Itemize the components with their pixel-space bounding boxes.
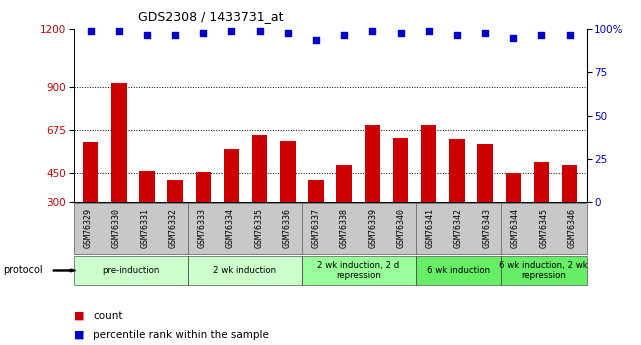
Text: GSM76332: GSM76332 (169, 208, 178, 248)
Bar (280, 141, 296, 202)
Text: ■: ■ (74, 330, 84, 339)
Text: GSM76334: GSM76334 (226, 208, 235, 248)
Text: GSM76336: GSM76336 (283, 208, 292, 248)
Text: GSM76339: GSM76339 (369, 208, 378, 248)
Bar (139, 171, 154, 202)
Bar (534, 161, 549, 202)
Point (339, 32, 349, 37)
Point (142, 32, 152, 37)
Point (367, 28, 378, 34)
Point (395, 30, 406, 36)
Bar (449, 139, 465, 202)
Text: GSM76344: GSM76344 (511, 208, 520, 248)
Point (283, 30, 293, 36)
Point (226, 28, 237, 34)
Bar (196, 172, 211, 202)
Point (424, 28, 434, 34)
Bar (421, 125, 437, 202)
Point (198, 30, 208, 36)
Text: GSM76345: GSM76345 (539, 208, 548, 248)
Bar (252, 135, 267, 202)
Text: GSM76342: GSM76342 (454, 208, 463, 248)
Point (311, 37, 321, 42)
Point (565, 32, 575, 37)
Bar (337, 165, 352, 202)
Text: GSM76330: GSM76330 (112, 208, 121, 248)
Point (452, 32, 462, 37)
Text: percentile rank within the sample: percentile rank within the sample (93, 330, 269, 339)
Text: GSM76341: GSM76341 (426, 208, 435, 248)
Text: GSM76337: GSM76337 (312, 208, 320, 248)
Text: 6 wk induction: 6 wk induction (427, 266, 490, 275)
Bar (506, 173, 521, 202)
Text: pre-induction: pre-induction (102, 266, 160, 275)
Text: ■: ■ (74, 311, 84, 321)
Text: GSM76346: GSM76346 (568, 208, 577, 248)
Text: GSM76343: GSM76343 (482, 208, 491, 248)
Text: 2 wk induction, 2 d
repression: 2 wk induction, 2 d repression (317, 261, 400, 280)
Bar (562, 165, 578, 202)
Text: GSM76335: GSM76335 (254, 208, 263, 248)
Text: GSM76340: GSM76340 (397, 208, 406, 248)
Point (85, 28, 96, 34)
Text: 6 wk induction, 2 wk
repression: 6 wk induction, 2 wk repression (499, 261, 588, 280)
Point (254, 28, 265, 34)
Bar (224, 149, 239, 202)
Text: GSM76338: GSM76338 (340, 208, 349, 248)
Bar (478, 144, 493, 202)
Point (170, 32, 180, 37)
Text: 2 wk induction: 2 wk induction (213, 266, 276, 275)
Text: GSM76329: GSM76329 (83, 208, 92, 248)
Bar (393, 138, 408, 202)
Point (537, 32, 547, 37)
Point (508, 35, 519, 41)
Text: GSM76333: GSM76333 (197, 208, 206, 248)
Bar (167, 180, 183, 202)
Text: count: count (93, 311, 122, 321)
Bar (83, 142, 98, 202)
Point (113, 28, 124, 34)
Text: protocol: protocol (3, 266, 43, 275)
Text: GDS2308 / 1433731_at: GDS2308 / 1433731_at (138, 10, 283, 23)
Bar (111, 83, 126, 202)
Bar (365, 125, 380, 202)
Point (480, 30, 490, 36)
Text: GSM76331: GSM76331 (140, 208, 149, 248)
Bar (308, 180, 324, 202)
